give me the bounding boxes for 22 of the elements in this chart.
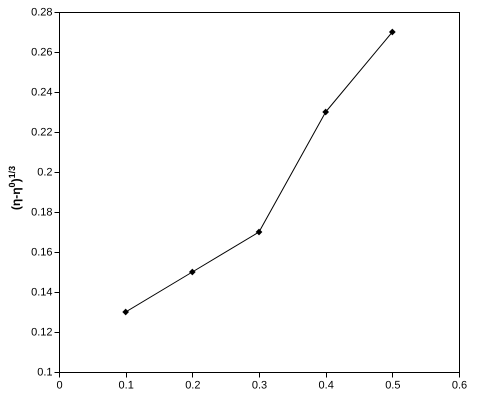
y-tick-label: 0.12 — [31, 326, 52, 338]
point — [322, 108, 330, 116]
x-tick-label: 0.6 — [452, 380, 468, 392]
y-tick-label: 0.14 — [31, 286, 52, 298]
x-tick-label: 0.3 — [252, 380, 268, 392]
y-tick-label: 0.26 — [31, 46, 52, 58]
y-tick-label: 0.1 — [37, 366, 52, 378]
point — [388, 28, 396, 36]
y-tick-label: 0.18 — [31, 206, 52, 218]
point — [122, 308, 130, 316]
x-tick-label: 0.5 — [385, 380, 400, 392]
y-tick-label: 0.16 — [31, 246, 52, 258]
y-tick-label: 0.24 — [31, 86, 52, 98]
x-tick-label: 0.1 — [118, 380, 134, 392]
x-tick-label: 0 — [56, 380, 63, 392]
y-tick-label: 0.2 — [37, 166, 52, 178]
y-tick-label: 0.28 — [31, 6, 52, 18]
x-tick-label: 0.2 — [185, 380, 200, 392]
point — [256, 228, 262, 236]
y-tick-label: 0.22 — [31, 126, 52, 138]
x-tick-label: 0.4 — [318, 380, 334, 392]
point — [188, 268, 196, 276]
